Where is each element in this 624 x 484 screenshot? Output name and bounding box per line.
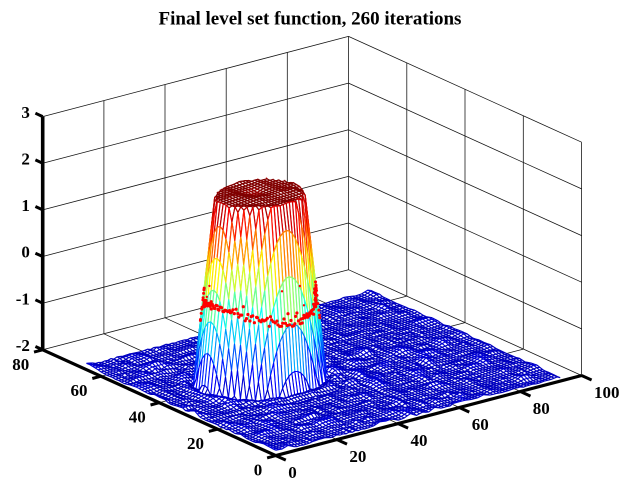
svg-text:60: 60 (71, 381, 88, 400)
svg-text:3: 3 (21, 103, 30, 122)
svg-text:80: 80 (533, 399, 550, 418)
svg-text:20: 20 (349, 447, 366, 466)
svg-text:-2: -2 (16, 336, 30, 355)
svg-text:80: 80 (12, 355, 29, 374)
svg-text:Final level set function, 260: Final level set function, 260 iterations (159, 9, 462, 30)
svg-text:60: 60 (472, 415, 489, 434)
svg-text:100: 100 (594, 383, 620, 402)
svg-text:-1: -1 (16, 289, 30, 308)
svg-text:0: 0 (21, 243, 30, 262)
svg-text:0: 0 (254, 461, 263, 480)
svg-text:40: 40 (129, 408, 146, 427)
svg-text:40: 40 (411, 431, 428, 450)
svg-text:1: 1 (21, 196, 30, 215)
svg-text:20: 20 (187, 434, 204, 453)
svg-text:2: 2 (21, 149, 30, 168)
svg-text:0: 0 (288, 463, 297, 482)
